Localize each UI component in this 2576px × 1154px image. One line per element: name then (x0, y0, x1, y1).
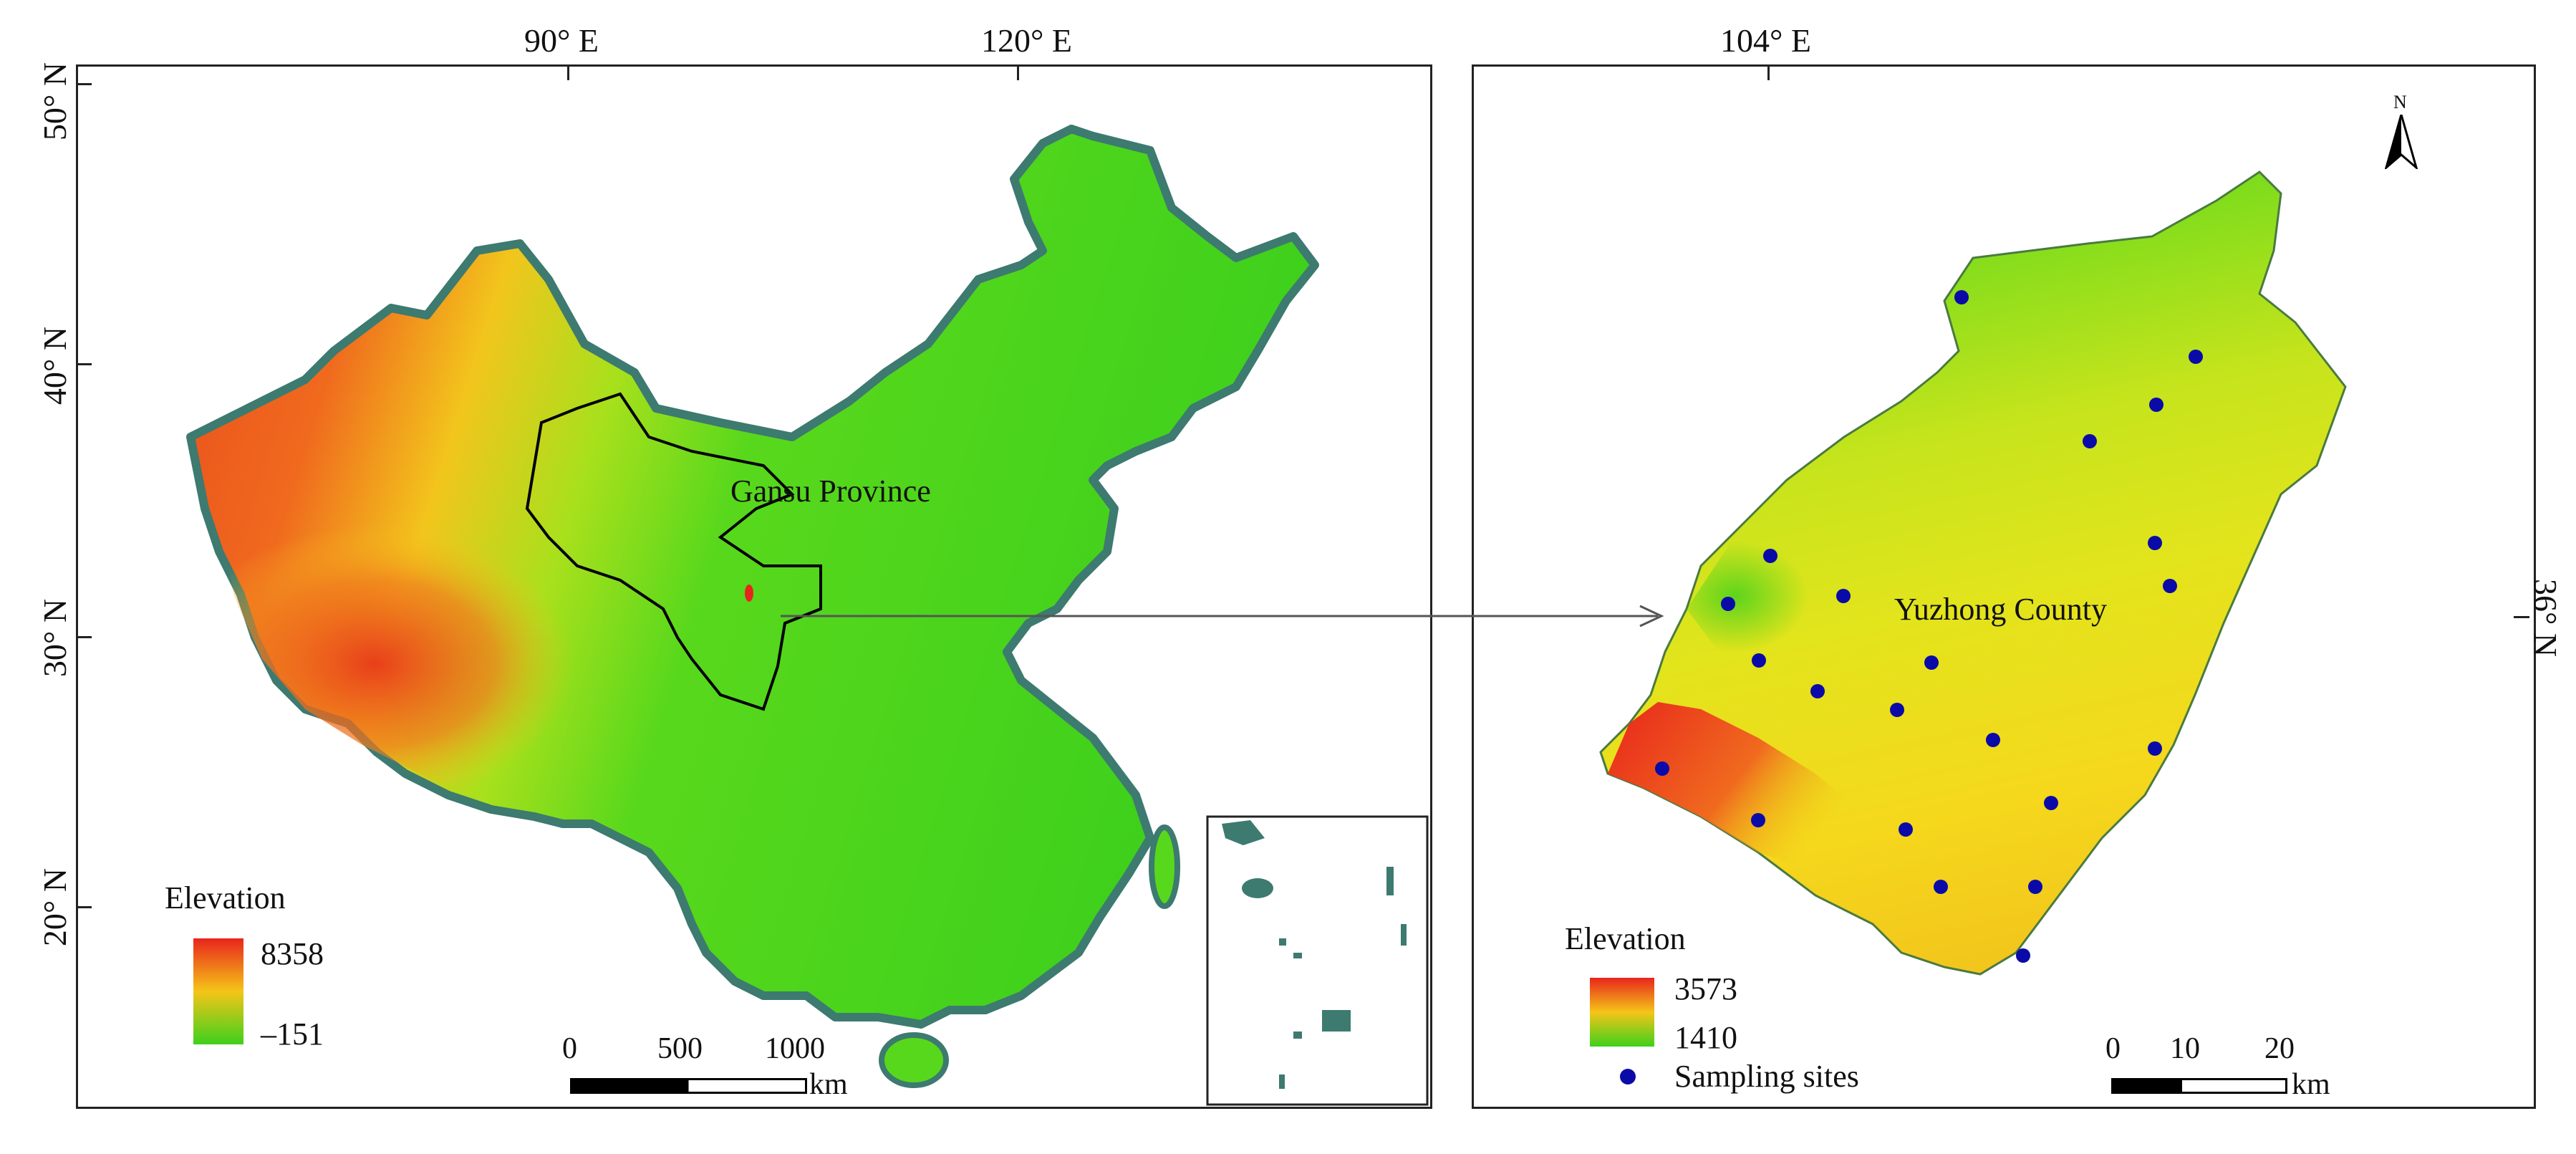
sampling-site (2028, 880, 2042, 894)
gansu-province-label: Gansu Province (730, 473, 931, 509)
left-legend-max: 8358 (261, 936, 324, 971)
lat-tick-50n (76, 83, 92, 85)
sampling-site (1986, 733, 2000, 747)
sampling-site (2083, 434, 2097, 448)
sampling-site (1721, 597, 1735, 611)
sampling-site (1763, 549, 1777, 563)
tibetan-plateau (219, 494, 663, 802)
south-china-sea-inset (1206, 815, 1429, 1106)
right-legend-gradient (1590, 978, 1654, 1047)
lon-label-104e: 104° E (1720, 22, 1811, 59)
sampling-sites-legend-label: Sampling sites (1674, 1059, 1859, 1094)
sampling-site (2148, 536, 2162, 550)
lat-tick-30n (76, 636, 92, 638)
china-elevation-map (186, 125, 1429, 1106)
sampling-site (1836, 589, 1851, 603)
sampling-site (1810, 684, 1825, 698)
right-scale-unit: km (2292, 1068, 2330, 1101)
lon-tick-120e (1017, 64, 1019, 80)
right-legend-max: 3573 (1674, 971, 1737, 1006)
left-scale-tick-0: 0 (562, 1032, 577, 1065)
lon-label-120e: 120° E (981, 22, 1072, 59)
lat-tick-36n (2514, 616, 2529, 618)
north-label: N (2393, 92, 2407, 112)
sampling-site (2016, 948, 2030, 963)
xinglong-mountain-ridge (1608, 702, 1858, 867)
sampling-site (1899, 822, 1913, 837)
lat-label-50n: 50° N (37, 62, 74, 141)
lat-label-20n: 20° N (37, 867, 74, 947)
sampling-site (1890, 703, 1904, 717)
right-legend-min: 1410 (1674, 1020, 1737, 1055)
yuzhong-county-label: Yuzhong County (1894, 592, 2107, 627)
sampling-site (2148, 741, 2162, 756)
sampling-site (1655, 761, 1669, 776)
right-scale-bar (2111, 1078, 2287, 1094)
sampling-site (1751, 813, 1765, 827)
gansu-province-outline (525, 392, 822, 711)
china-outline (186, 125, 1319, 1029)
lat-label-30n: 30° N (37, 598, 74, 678)
lat-tick-40n (76, 363, 92, 365)
sampling-site (2149, 398, 2163, 412)
location-connector-arrow (781, 605, 1664, 628)
sampling-site (1954, 290, 1969, 304)
left-scale-tick-1000: 1000 (765, 1032, 825, 1065)
yuzhong-location-marker (745, 585, 753, 602)
lat-label-40n: 40° N (37, 326, 74, 405)
left-legend-gradient (193, 938, 243, 1044)
sampling-site (1934, 880, 1948, 894)
inset-islands (1222, 820, 1407, 1089)
sampling-site (2189, 350, 2203, 364)
right-scale-tick-20: 20 (2264, 1032, 2295, 1065)
taiwan-island (1149, 824, 1180, 909)
left-legend-min: –151 (261, 1016, 324, 1052)
sampling-site (1924, 655, 1939, 670)
hainan-island (879, 1032, 949, 1088)
right-legend-title: Elevation (1565, 921, 1686, 956)
lat-tick-20n (76, 906, 92, 908)
lon-tick-90e (567, 64, 569, 80)
north-arrow-icon (2385, 115, 2418, 169)
lon-label-90e: 90° E (524, 22, 599, 59)
sampling-sites (1655, 290, 2203, 963)
left-scale-unit: km (809, 1068, 848, 1101)
left-legend-title: Elevation (165, 880, 286, 915)
right-scale-tick-0: 0 (2105, 1032, 2121, 1065)
left-scale-bar (570, 1078, 807, 1094)
yuzhong-elevation-map (1599, 170, 2347, 976)
sampling-site-legend-icon (1620, 1069, 1636, 1085)
lon-tick-104e (1767, 64, 1770, 80)
lat-label-36n: 36° N (2527, 578, 2565, 658)
sampling-site (2044, 796, 2058, 810)
sampling-site (2163, 579, 2177, 593)
sampling-site (1752, 653, 1766, 668)
right-scale-tick-10: 10 (2170, 1032, 2200, 1065)
left-scale-tick-500: 500 (657, 1032, 703, 1065)
